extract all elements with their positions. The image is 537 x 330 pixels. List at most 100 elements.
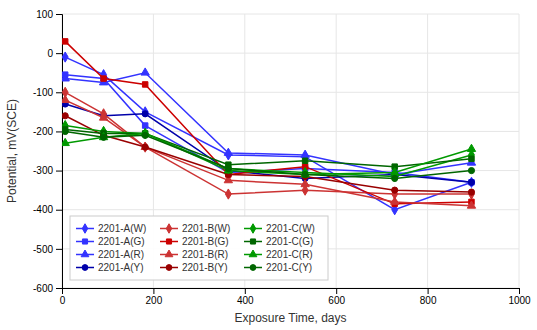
y-axis-tick: -500 [33,244,62,255]
y-axis-tick-label: -100 [33,87,53,98]
y-axis-tick-label: -600 [33,283,53,294]
series [62,68,476,177]
x-axis-tick-label: 0 [60,295,66,306]
y-axis-tick-mark [56,210,62,211]
data-point [225,189,231,199]
data-point [392,175,398,181]
data-point [62,74,69,81]
data-point [62,128,68,134]
data-point [391,197,399,204]
data-point [141,142,149,149]
legend-label: 2201-A(W) [98,223,146,234]
x-axis-title: Exposure Time, days [234,311,346,325]
y-axis-tick: -600 [33,283,62,294]
x-axis-tick: 800 [420,288,437,306]
y-axis: 100 0 -100 -200 -300 -400 -500 -600 [33,9,63,294]
grid-line-y [62,92,519,93]
x-axis-tick-mark [428,288,429,294]
y-axis-tick: 0 [47,48,62,59]
series [62,101,474,185]
series [62,39,474,207]
data-point [469,189,475,199]
legend-label: 2201-B(R) [182,249,228,260]
y-axis-tick: -300 [33,165,62,176]
y-axis-tick-mark [56,288,62,289]
data-point [100,134,106,140]
y-axis-tick-label: -400 [33,204,53,215]
legend-entry: 2201-C(R) [244,249,313,260]
legend-marker [82,265,88,271]
y-axis-tick-mark [56,14,62,15]
y-axis-tick: -100 [33,87,62,98]
legend-label: 2201-C(Y) [266,262,312,273]
y-axis-tick: -400 [33,204,62,215]
data-point [302,171,308,177]
data-point [141,68,149,75]
x-axis-tick-label: 1000 [508,295,531,306]
series-line [65,57,471,210]
data-point [469,177,475,187]
x-axis-tick-label: 200 [146,295,163,306]
data-point [101,76,106,81]
legend-entry: 2201-A(R) [76,249,144,260]
y-axis-tick-label: 100 [36,9,53,20]
data-point [468,189,474,195]
x-axis-tick: 600 [328,288,345,306]
legend-label: 2201-A(R) [98,249,144,260]
data-point [142,107,148,117]
legend-entry: 2201-C(W) [244,223,315,234]
data-point [301,170,309,177]
x-axis-tick-label: 400 [237,295,254,306]
series-line [65,100,471,206]
data-point [142,142,148,152]
legend-entry: 2201-B(W) [160,223,230,234]
x-axis-tick-mark [153,288,154,294]
y-axis-title: Potential, mV(SCE) [5,99,19,203]
legend-marker [166,224,171,233]
data-point [467,201,475,208]
data-point [62,39,67,44]
data-point [99,132,107,139]
x-axis-tick: 200 [146,288,163,306]
series-line [65,116,471,192]
legend-marker [165,250,173,257]
legend-marker [82,239,87,244]
series [62,72,474,185]
chart: 020040060080010001000-100-200-300-400-50… [0,0,537,330]
data-point [101,76,106,81]
grid [62,14,519,288]
data-point [469,180,474,185]
legend-marker [250,265,256,271]
data-point [62,52,68,62]
grid-line-x [519,14,520,288]
x-axis-line [63,289,520,295]
grid-line-y [62,170,519,171]
x-axis-tick-mark [245,288,246,294]
series [62,120,474,181]
series-line [65,126,471,177]
legend-entry: 2201-A(Y) [76,262,144,273]
series [62,127,474,170]
series-line [65,92,471,194]
series-line [65,73,471,175]
y-axis-tick-label: -200 [33,126,53,137]
data-point [142,111,148,117]
x-axis-tick: 1000 [508,288,531,306]
series [62,128,474,181]
y-axis-tick-label: -300 [33,165,53,176]
x-axis-tick: 400 [237,288,254,306]
data-point [225,166,231,172]
data-point [142,132,148,138]
series-line [65,75,471,183]
legend-label: 2201-C(W) [266,223,315,234]
data-point [62,95,69,102]
grid-line-x [427,14,428,288]
y-axis-tick-label: 0 [47,48,53,59]
y-axis-line [56,15,63,289]
y-axis-tick-mark [56,249,62,250]
data-point [391,168,399,175]
legend-entry: 2201-A(G) [76,236,145,247]
y-axis-tick-label: -500 [33,244,53,255]
data-point [392,187,398,193]
legend-entry: 2201-C(Y) [244,262,312,273]
